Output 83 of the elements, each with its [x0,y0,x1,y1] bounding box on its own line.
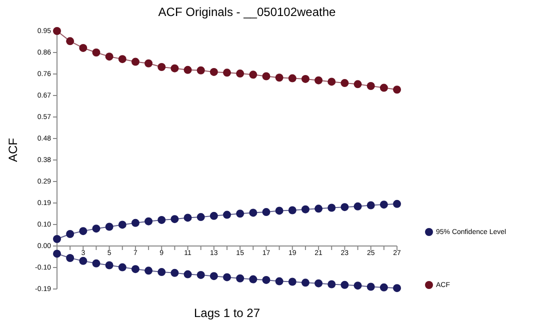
point [170,268,179,277]
point [301,74,310,83]
point [223,273,231,282]
point [314,279,323,288]
point [144,217,153,226]
point [366,282,375,291]
point [131,58,140,66]
point [144,59,153,68]
point [354,202,362,210]
point [79,44,88,52]
point [66,37,74,46]
point [314,204,323,213]
point [158,268,166,276]
point [301,205,310,214]
point [170,64,179,72]
point [301,278,310,287]
point [236,70,244,78]
point [210,212,218,220]
point [249,208,258,217]
point [66,230,74,238]
point [144,266,153,275]
point [184,214,192,222]
point [249,275,258,284]
y-axis-title: ACF [6,138,20,162]
point [196,213,205,222]
point [288,74,296,82]
point [79,256,88,265]
point [380,283,388,292]
point [79,227,88,236]
point [92,224,100,233]
point [275,206,284,215]
point [328,78,336,86]
point [354,282,362,290]
point [380,200,388,209]
chart-title: ACF Originals - __050102weathe [158,5,336,19]
point [236,274,244,282]
point [184,270,192,278]
point [131,265,140,274]
point [118,220,126,229]
point [53,250,61,258]
point [393,86,401,94]
point [314,76,323,84]
point [223,210,231,219]
point [393,284,401,292]
point [249,70,258,79]
point [210,68,218,76]
point [366,82,375,90]
point [170,215,179,224]
point [275,277,284,286]
point [236,210,244,218]
point [288,206,296,214]
point [262,208,270,216]
point [275,74,284,82]
point [66,254,74,262]
point [118,55,126,64]
point [340,79,349,88]
point [105,52,114,61]
point [184,66,192,74]
point [158,216,166,224]
point [328,280,336,288]
point [210,272,218,280]
point [105,261,114,270]
point [196,66,205,74]
point [393,200,401,208]
point [131,218,140,227]
point [92,259,100,268]
point [158,62,166,71]
point [223,68,231,77]
point [262,276,270,284]
point [105,222,114,231]
point [340,203,349,212]
point [53,234,61,243]
point [366,201,375,210]
point [328,204,336,212]
point [118,263,126,272]
point [92,48,100,56]
x-axis-title: Lags 1 to 27 [194,306,260,320]
point [196,270,205,279]
point [340,280,349,289]
point [262,72,270,80]
point [380,84,388,92]
point [288,278,296,286]
point [354,80,362,88]
